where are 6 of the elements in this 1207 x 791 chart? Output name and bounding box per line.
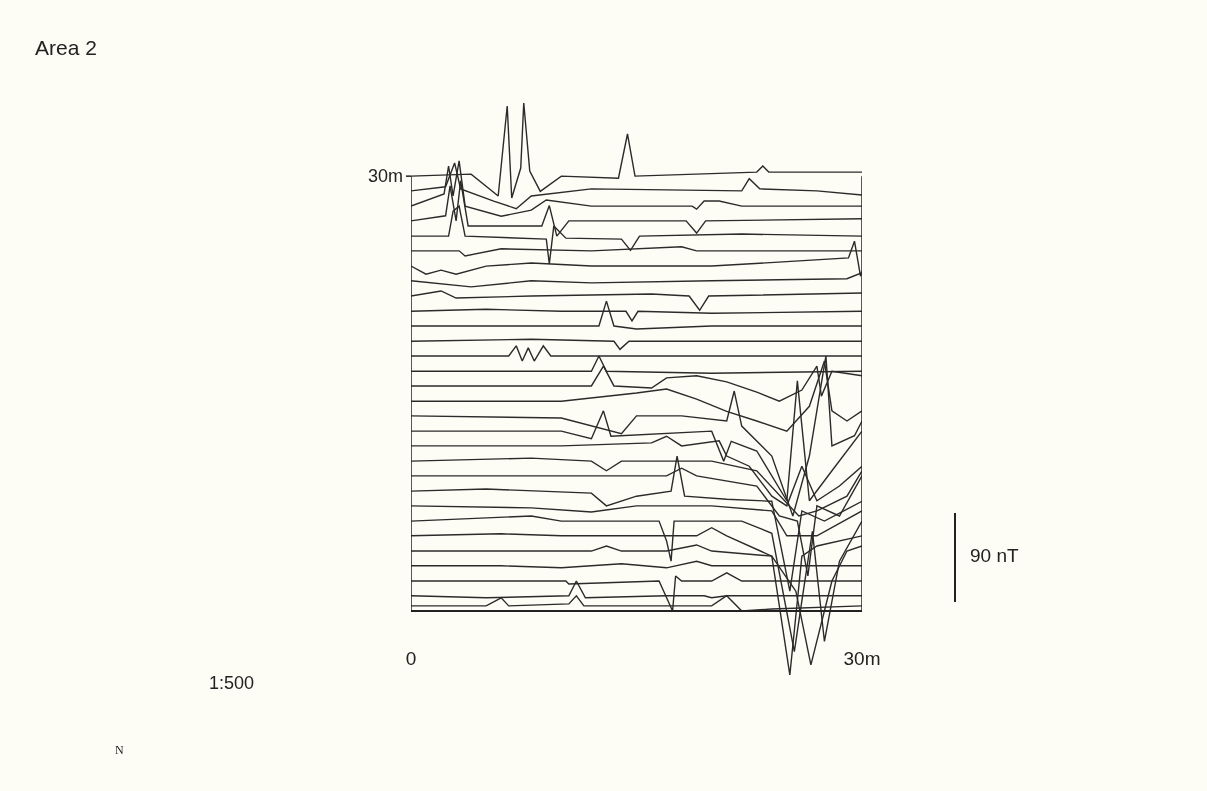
text: Area 2	[35, 36, 97, 60]
text: 30m	[368, 166, 404, 186]
x-tick-label: 0	[405, 647, 417, 669]
text: 90 nT	[970, 545, 1019, 566]
text: N	[115, 743, 124, 757]
text: 1:500	[209, 673, 255, 693]
